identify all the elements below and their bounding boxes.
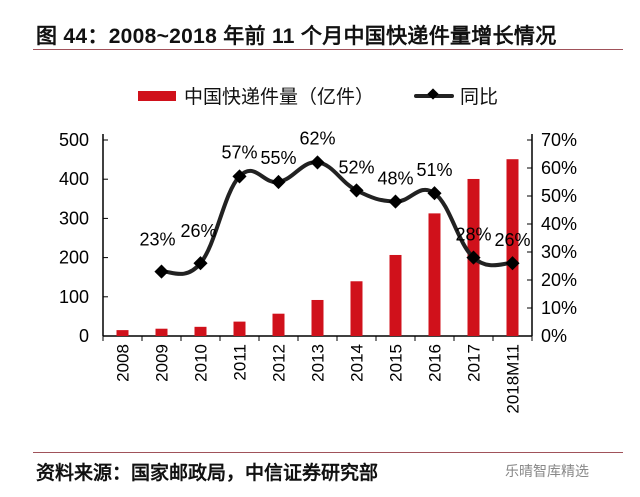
left-tick-label: 0 [79,326,89,346]
bar-2008 [116,330,129,336]
source-divider [33,452,623,453]
x-tick-label: 2014 [348,344,367,382]
figure-title: 图 44：2008~2018 年前 11 个月中国快递件量增长情况 [36,25,557,48]
bar-2010 [194,326,207,336]
x-tick-label: 2010 [192,344,211,382]
yoy-marker-2013 [310,155,325,170]
bar-2013 [311,299,324,336]
yoy-data-label: 26% [494,230,530,250]
right-tick-label: 70% [541,130,577,150]
yoy-data-label: 52% [338,157,374,177]
bar-2018M11 [506,159,519,336]
bar-2016 [428,213,441,336]
x-tick-label: 2013 [309,344,328,382]
yoy-data-label: 62% [299,128,335,148]
bar-2011 [233,321,246,336]
bar-2012 [272,313,285,336]
x-tick-label: 2016 [426,344,445,382]
legend: 中国快递件量（亿件） 同比 [138,82,498,109]
yoy-data-label: 57% [221,142,257,162]
right-tick-label: 20% [541,270,577,290]
yoy-line [161,160,513,276]
left-tick-label: 100 [59,287,89,307]
right-tick-label: 0% [541,326,567,346]
left-tick-label: 300 [59,208,89,228]
bar-2014 [350,281,363,336]
yoy-data-label: 23% [139,230,175,250]
x-tick-label: 2018M11 [504,344,523,414]
bar-2009 [155,328,168,336]
legend-line-label: 同比 [460,87,499,108]
yoy-marker-2016 [427,186,442,201]
yoy-marker-2010 [193,256,208,271]
x-tick-label: 2008 [114,344,133,382]
right-tick-label: 60% [541,158,577,178]
legend-bar-swatch [138,90,176,101]
watermark: 乐晴智库精选 [505,463,589,479]
x-tick-label: 2009 [153,344,172,382]
yoy-data-label: 55% [260,148,296,168]
legend-line-swatch [414,87,455,100]
yoy-data-label: 51% [416,160,452,180]
source-note: 资料来源：国家邮政局，中信证券研究部 [36,463,379,484]
right-tick-label: 10% [541,298,577,318]
right-tick-label: 30% [541,242,577,262]
yoy-marker-2015 [388,194,403,209]
legend-bar-label: 中国快递件量（亿件） [184,87,375,108]
left-tick-label: 500 [59,130,89,150]
yoy-marker-2014 [349,183,364,198]
yoy-data-label: 28% [455,225,491,245]
x-tick-label: 2011 [231,344,250,381]
bar-2015 [389,254,402,336]
left-tick-label: 200 [59,248,89,268]
yoy-marker-2018M11 [505,256,520,271]
yoy-data-label: 26% [180,221,216,241]
yoy-marker-2009 [154,264,169,279]
x-tick-label: 2012 [270,344,289,382]
yoy-marker-2011 [232,169,247,184]
left-tick-label: 400 [59,169,89,189]
yoy-data-label: 48% [377,169,413,189]
x-tick-label: 2017 [465,344,484,382]
yoy-marker-2017 [466,250,481,265]
x-tick-label: 2015 [387,344,406,382]
right-tick-label: 40% [541,214,577,234]
yoy-marker-2012 [271,174,286,190]
right-tick-label: 50% [541,186,577,206]
title-divider [33,49,623,50]
